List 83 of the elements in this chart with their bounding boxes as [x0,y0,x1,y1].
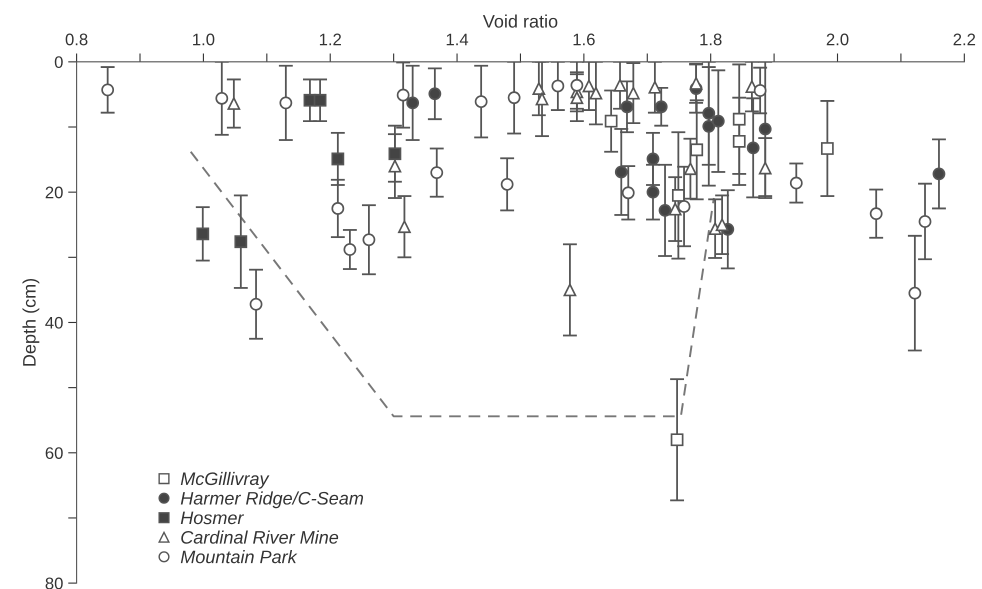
point [908,286,922,300]
x-tick-label: 1.6 [574,34,595,46]
point [344,243,356,256]
point [758,122,772,136]
x-tick-label: 2.2 [954,34,976,46]
point [732,134,746,148]
point [754,84,767,97]
y-tick-label: 20 [46,186,63,198]
point [732,112,746,126]
point [250,298,262,311]
point [279,96,292,110]
point [362,233,376,246]
x-tick-label: 0.8 [66,34,88,46]
point [570,78,584,92]
point [790,176,803,190]
point [234,235,248,248]
point [648,80,662,94]
point [654,100,668,114]
point [215,92,228,105]
point [508,91,521,104]
point [620,100,634,114]
y-axis-title: Depth (cm) [22,278,40,366]
point [582,80,596,92]
point [716,218,728,232]
point [746,141,760,154]
legend-label: Hosmer [180,512,244,524]
point [532,82,546,95]
point [500,178,514,191]
point [227,97,240,110]
legend-label: Harmer Ridge/C-Seam [180,491,364,508]
point [690,143,704,156]
legend-label: Cardinal River Mine [181,530,338,544]
legend-label: McGillivray [180,472,270,489]
point [314,94,326,107]
point [918,215,932,228]
point [702,106,716,120]
point [388,147,402,160]
x-tick-label: 1.2 [320,34,341,46]
point [758,162,772,174]
point [626,86,640,100]
point [820,142,834,155]
point [712,114,725,128]
point [564,284,576,296]
point [590,86,602,100]
point [536,92,548,106]
point [614,78,626,92]
point [331,202,344,215]
x-axis-title: Void ratio [482,14,558,28]
point [570,91,584,104]
point [551,80,564,92]
point [398,220,411,234]
x-tick-label: 2.0 [826,34,848,46]
y-tick-label: 0 [54,56,63,68]
point [690,76,702,90]
point [622,186,635,200]
point [670,433,684,446]
point [678,200,690,213]
point [672,189,685,202]
legend-label: Mountain Park [180,550,298,564]
point [406,96,420,110]
point [388,160,402,172]
point [428,87,442,100]
point [932,168,946,180]
y-tick-label: 60 [46,447,63,459]
y-tick-label: 80 [46,578,63,589]
point [870,207,883,220]
point [101,83,114,96]
x-tick-label: 1.0 [193,34,214,46]
point [668,202,682,216]
y-tick-label: 40 [45,316,63,329]
point [474,95,488,108]
point [430,166,444,180]
point [396,88,410,102]
point [196,227,210,240]
point [646,186,660,199]
point [658,204,672,217]
point [614,166,628,178]
point [604,114,618,128]
x-tick-label: 1.8 [700,34,722,46]
point [331,152,344,166]
point [702,120,716,133]
point [684,162,697,176]
x-tick-label: 1.4 [446,34,468,46]
